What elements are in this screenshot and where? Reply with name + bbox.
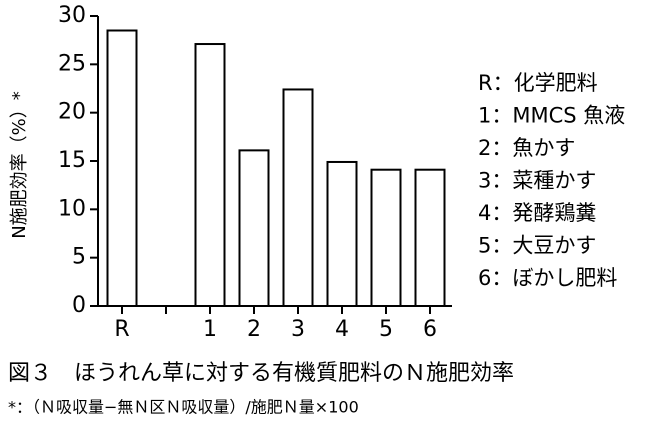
x-tick-label: 6	[423, 317, 437, 342]
bar	[106, 29, 138, 307]
bar	[194, 43, 226, 308]
y-tick-label: 15	[58, 148, 86, 173]
bar	[414, 168, 446, 307]
x-tick-label: 5	[379, 317, 393, 342]
x-tick-label: 1	[203, 317, 217, 342]
legend-note: 5：大豆かす	[478, 234, 596, 258]
x-tick-label: 4	[335, 317, 349, 342]
footnote: *：（Ｎ吸収量−無Ｎ区Ｎ吸収量）/施肥Ｎ量×100	[8, 398, 359, 417]
y-tick-label: 0	[72, 293, 86, 318]
legend-note: 6：ぼかし肥料	[478, 266, 617, 290]
legend-note: 3：菜種かす	[478, 169, 596, 193]
y-tick-label: 10	[58, 196, 86, 221]
x-tick-label: 2	[247, 317, 261, 342]
legend-note: 1：MMCS 魚液	[478, 104, 625, 128]
caption: 図３ ほうれん草に対する有機質肥料のＮ施肥効率	[8, 361, 514, 386]
legend-note: 2：魚かす	[478, 136, 575, 160]
legend-note: 4：発酵鶏糞	[478, 201, 596, 225]
bar	[370, 168, 402, 307]
y-axis-label: N施肥効率（%）*	[9, 91, 30, 239]
y-tick-label: 30	[58, 3, 86, 28]
x-tick-label: 3	[291, 317, 305, 342]
legend-note: R：化学肥料	[478, 71, 598, 95]
x-tick-label: R	[114, 317, 129, 342]
y-tick-label: 20	[58, 100, 86, 125]
bar	[282, 88, 314, 308]
bar	[326, 160, 358, 307]
bar	[238, 149, 270, 307]
y-tick-label: 25	[58, 51, 86, 76]
y-tick-label: 5	[72, 245, 86, 270]
